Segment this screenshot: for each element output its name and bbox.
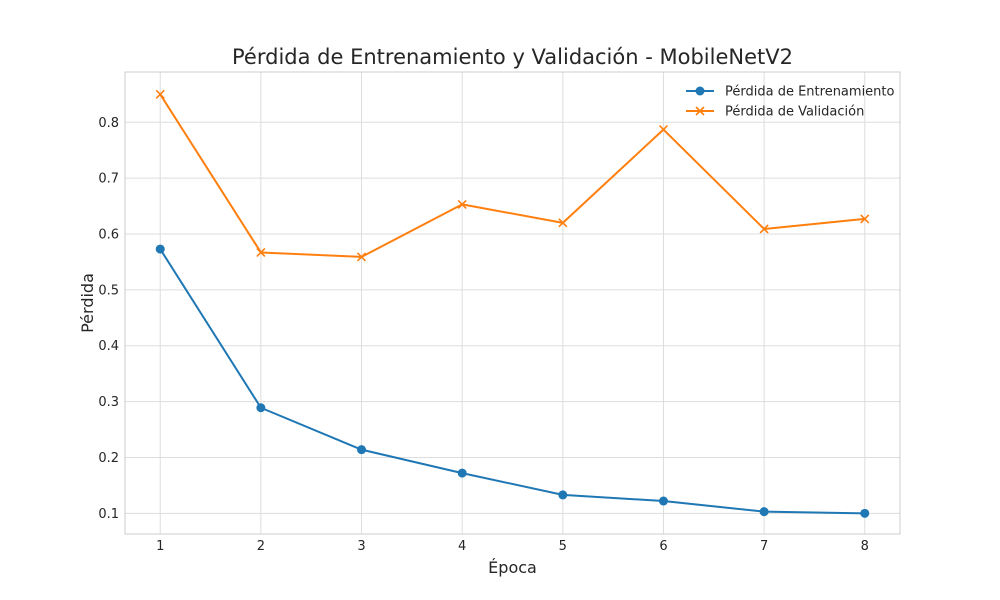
data-point bbox=[155, 89, 165, 99]
data-point bbox=[860, 214, 870, 224]
y-axis-label: Pérdida bbox=[78, 273, 97, 333]
grid-lines bbox=[125, 72, 900, 534]
legend-label: Pérdida de Entrenamiento bbox=[725, 85, 895, 100]
legend-item: Pérdida de Entrenamiento bbox=[686, 85, 895, 100]
data-point bbox=[256, 247, 266, 258]
data-point bbox=[759, 507, 769, 517]
series-1 bbox=[155, 244, 870, 518]
legend-item: Pérdida de Validación bbox=[686, 105, 864, 120]
y-tick-label: 0.8 bbox=[98, 116, 119, 131]
y-tick-label: 0.5 bbox=[98, 283, 119, 298]
series-line bbox=[159, 248, 865, 515]
y-tick-label: 0.2 bbox=[98, 451, 119, 466]
x-tick-label: 8 bbox=[861, 539, 869, 554]
legend: Pérdida de Entrenamiento Pérdida de Valid… bbox=[686, 85, 895, 120]
x-axis-ticks: 1 2 3 4 5 6 7 8 bbox=[156, 539, 869, 554]
data-point bbox=[658, 124, 669, 135]
x-tick-label: 1 bbox=[156, 539, 164, 554]
data-point bbox=[658, 496, 668, 506]
y-axis-ticks: 0.1 0.2 0.3 0.4 0.5 0.6 0.7 0.8 bbox=[98, 116, 119, 522]
x-tick-label: 2 bbox=[257, 539, 265, 554]
data-point bbox=[457, 468, 467, 478]
data-point bbox=[356, 252, 367, 262]
x-tick-label: 3 bbox=[357, 539, 365, 554]
x-tick-label: 7 bbox=[760, 539, 768, 554]
series-line bbox=[159, 93, 865, 258]
x-tick-label: 6 bbox=[659, 539, 667, 554]
x-axis-label: Época bbox=[488, 558, 537, 577]
y-tick-label: 0.4 bbox=[98, 339, 119, 354]
data-point bbox=[759, 224, 769, 234]
data-point bbox=[256, 403, 266, 413]
data-point bbox=[558, 490, 568, 500]
data-point bbox=[457, 199, 467, 209]
data-point bbox=[558, 218, 568, 228]
legend-label: Pérdida de Validación bbox=[725, 105, 864, 120]
plot-frame bbox=[124, 71, 901, 535]
data-point bbox=[357, 445, 367, 455]
plot-area bbox=[124, 71, 901, 535]
legend-marker bbox=[695, 106, 705, 116]
series-layer bbox=[155, 89, 870, 518]
y-tick-label: 0.6 bbox=[98, 228, 119, 243]
y-tick-label: 0.7 bbox=[98, 172, 119, 187]
x-tick-label: 4 bbox=[458, 539, 466, 554]
x-tick-label: 5 bbox=[559, 539, 567, 554]
chart-title: Pérdida de Entrenamiento y Validación - … bbox=[232, 45, 793, 69]
data-point bbox=[155, 244, 165, 254]
y-tick-label: 0.3 bbox=[98, 395, 119, 410]
legend-marker bbox=[695, 86, 705, 96]
data-point bbox=[860, 508, 870, 518]
series-2 bbox=[155, 89, 870, 262]
y-tick-label: 0.1 bbox=[98, 507, 119, 522]
